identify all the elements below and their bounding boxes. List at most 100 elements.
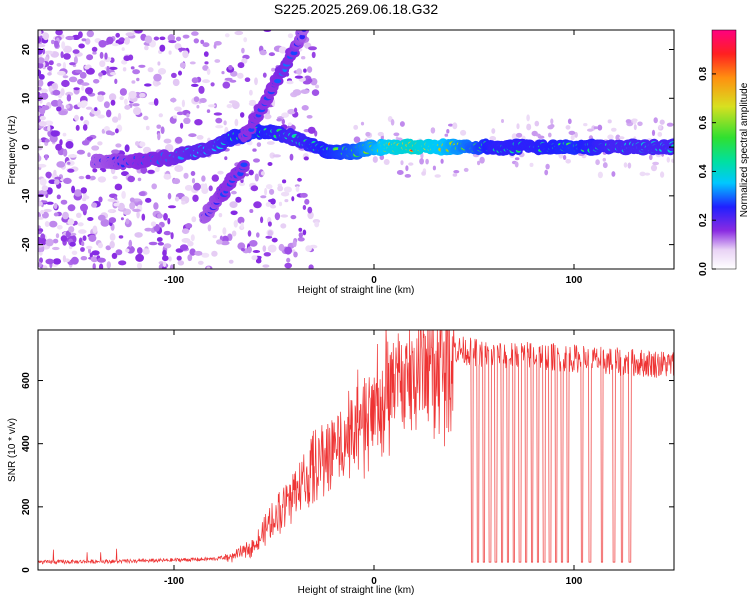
spectrogram-noise-cell	[163, 230, 171, 236]
spectrogram-noise-cell	[87, 152, 91, 157]
spectrogram-noise-cell	[184, 184, 193, 191]
spectrogram-noise-cell	[124, 144, 130, 153]
spectrogram-noise-cell	[379, 154, 385, 161]
x-tick-label: -100	[164, 576, 184, 587]
spectrogram-noise-cell	[130, 66, 135, 70]
spectrogram-noise-cell	[408, 162, 414, 166]
spectrogram-noise-cell	[145, 125, 150, 131]
spectrogram-noise-cell	[62, 148, 68, 157]
spectrogram-noise-cell	[161, 266, 167, 269]
spectrogram-noise-cell	[244, 77, 251, 82]
spectrogram-noise-cell	[42, 265, 48, 269]
spectrogram-noise-cell	[176, 111, 184, 116]
spectrogram-noise-cell	[659, 119, 665, 125]
spectrogram-noise-cell	[208, 104, 216, 108]
spectrogram-noise-cell	[265, 202, 272, 207]
spectrogram-noise-cell	[137, 177, 142, 182]
spectrogram-noise-cell	[109, 66, 118, 70]
spectrogram-noise-cell	[544, 169, 549, 176]
spectrogram-noise-cell	[139, 141, 146, 147]
spectrogram-noise-cell	[304, 198, 310, 205]
spectrogram-noise-cell	[196, 104, 200, 109]
spectrogram-noise-cell	[206, 68, 211, 75]
spectrogram-noise-cell	[153, 202, 159, 210]
spectrogram-noise-cell	[278, 201, 283, 207]
spectrogram-noise-cell	[88, 247, 91, 254]
spectrogram-noise-cell	[38, 86, 42, 91]
spectrogram-noise-cell	[119, 88, 127, 96]
spectrogram-noise-cell	[291, 196, 295, 202]
spectrogram-noise-cell	[170, 97, 177, 103]
spectrogram-noise-cell	[47, 124, 51, 132]
spectrogram-noise-cell	[68, 76, 78, 83]
spectrogram-noise-cell	[162, 249, 167, 257]
spectrogram-noise-cell	[121, 47, 125, 51]
spectrogram-noise-cell	[278, 46, 287, 54]
spectrogram-noise-cell	[206, 109, 211, 113]
spectrogram-noise-cell	[251, 255, 258, 261]
spectrogram-noise-cell	[56, 106, 62, 112]
spectrogram-noise-cell	[85, 67, 95, 75]
spectrogram-noise-cell	[230, 210, 238, 216]
spectrogram-noise-cell	[298, 232, 303, 239]
spectrogram-noise-cell	[92, 168, 98, 173]
spectrogram-noise-cell	[618, 136, 625, 140]
spectrogram-noise-cell	[99, 60, 106, 68]
spectrogram-noise-cell	[151, 183, 157, 190]
spectrogram-noise-cell	[77, 222, 84, 227]
spectrogram-noise-cell	[38, 79, 44, 87]
spectrogram-noise-cell	[168, 256, 172, 262]
spectrogram-noise-cell	[67, 168, 75, 173]
spectrogram-noise-cell	[38, 142, 41, 147]
spectrogram-noise-cell	[86, 245, 93, 250]
spectrogram-noise-cell	[92, 225, 98, 234]
spectrogram-noise-cell	[307, 206, 313, 214]
x-tick-label: -100	[164, 275, 184, 286]
spectrogram-noise-cell	[286, 257, 291, 263]
spectrogram-noise-cell	[38, 121, 47, 127]
spectrogram-noise-cell	[234, 30, 244, 36]
spectrogram-noise-cell	[188, 133, 197, 138]
spectrogram-noise-cell	[308, 46, 317, 51]
spectrogram-noise-cell	[562, 155, 567, 160]
spectrogram-noise-cell	[132, 69, 141, 75]
snr-x-axis-label: Height of straight line (km)	[298, 585, 415, 596]
spectrogram-noise-cell	[267, 162, 273, 166]
spectrogram-noise-cell	[170, 232, 174, 240]
spectrogram-noise-cell	[602, 162, 608, 169]
spectrogram-noise-cell	[85, 174, 91, 180]
spectrogram-noise-cell	[87, 217, 94, 221]
colorbar-label: Normalized spectral amplitude	[739, 82, 750, 217]
spectrogram-noise-cell	[61, 41, 66, 50]
spectrogram-x-axis-label: Height of straight line (km)	[298, 285, 415, 296]
spectrogram-noise-cell	[190, 171, 196, 176]
spectrogram-noise-cell	[270, 198, 276, 205]
y-tick-label: 0	[21, 567, 32, 573]
spectrogram-noise-cell	[62, 75, 69, 79]
spectrogram-noise-cell	[404, 174, 411, 178]
spectrogram-noise-cell	[38, 216, 44, 220]
spectrogram-noise-cell	[211, 174, 219, 182]
spectrogram-noise-cell	[267, 221, 272, 227]
spectrogram-noise-cell	[666, 122, 674, 127]
spectrogram-noise-cell	[140, 166, 148, 174]
spectrogram-noise-cell	[156, 81, 161, 86]
spectrogram-noise-cell	[92, 263, 96, 269]
spectrogram-noise-cell	[67, 161, 71, 165]
spectrogram-noise-cell	[38, 147, 43, 151]
spectrogram-noise-cell	[262, 264, 270, 268]
spectrogram-noise-cell	[65, 35, 75, 41]
spectrogram-noise-cell	[181, 99, 185, 108]
spectrogram-noise-cell	[38, 261, 42, 268]
spectrogram-noise-cell	[191, 178, 196, 184]
spectrogram-noise-cell	[38, 200, 43, 207]
spectrogram-noise-cell	[222, 227, 227, 235]
spectrogram-noise-cell	[222, 81, 231, 89]
spectrogram-noise-cell	[194, 250, 203, 256]
spectrogram-noise-cell	[295, 186, 300, 192]
spectrogram-noise-cell	[70, 232, 77, 236]
spectrogram-noise-cell	[535, 133, 541, 137]
spectrogram-noise-cell	[660, 171, 665, 178]
y-tick-label: -20	[21, 237, 32, 252]
spectrogram-noise-cell	[145, 197, 152, 203]
